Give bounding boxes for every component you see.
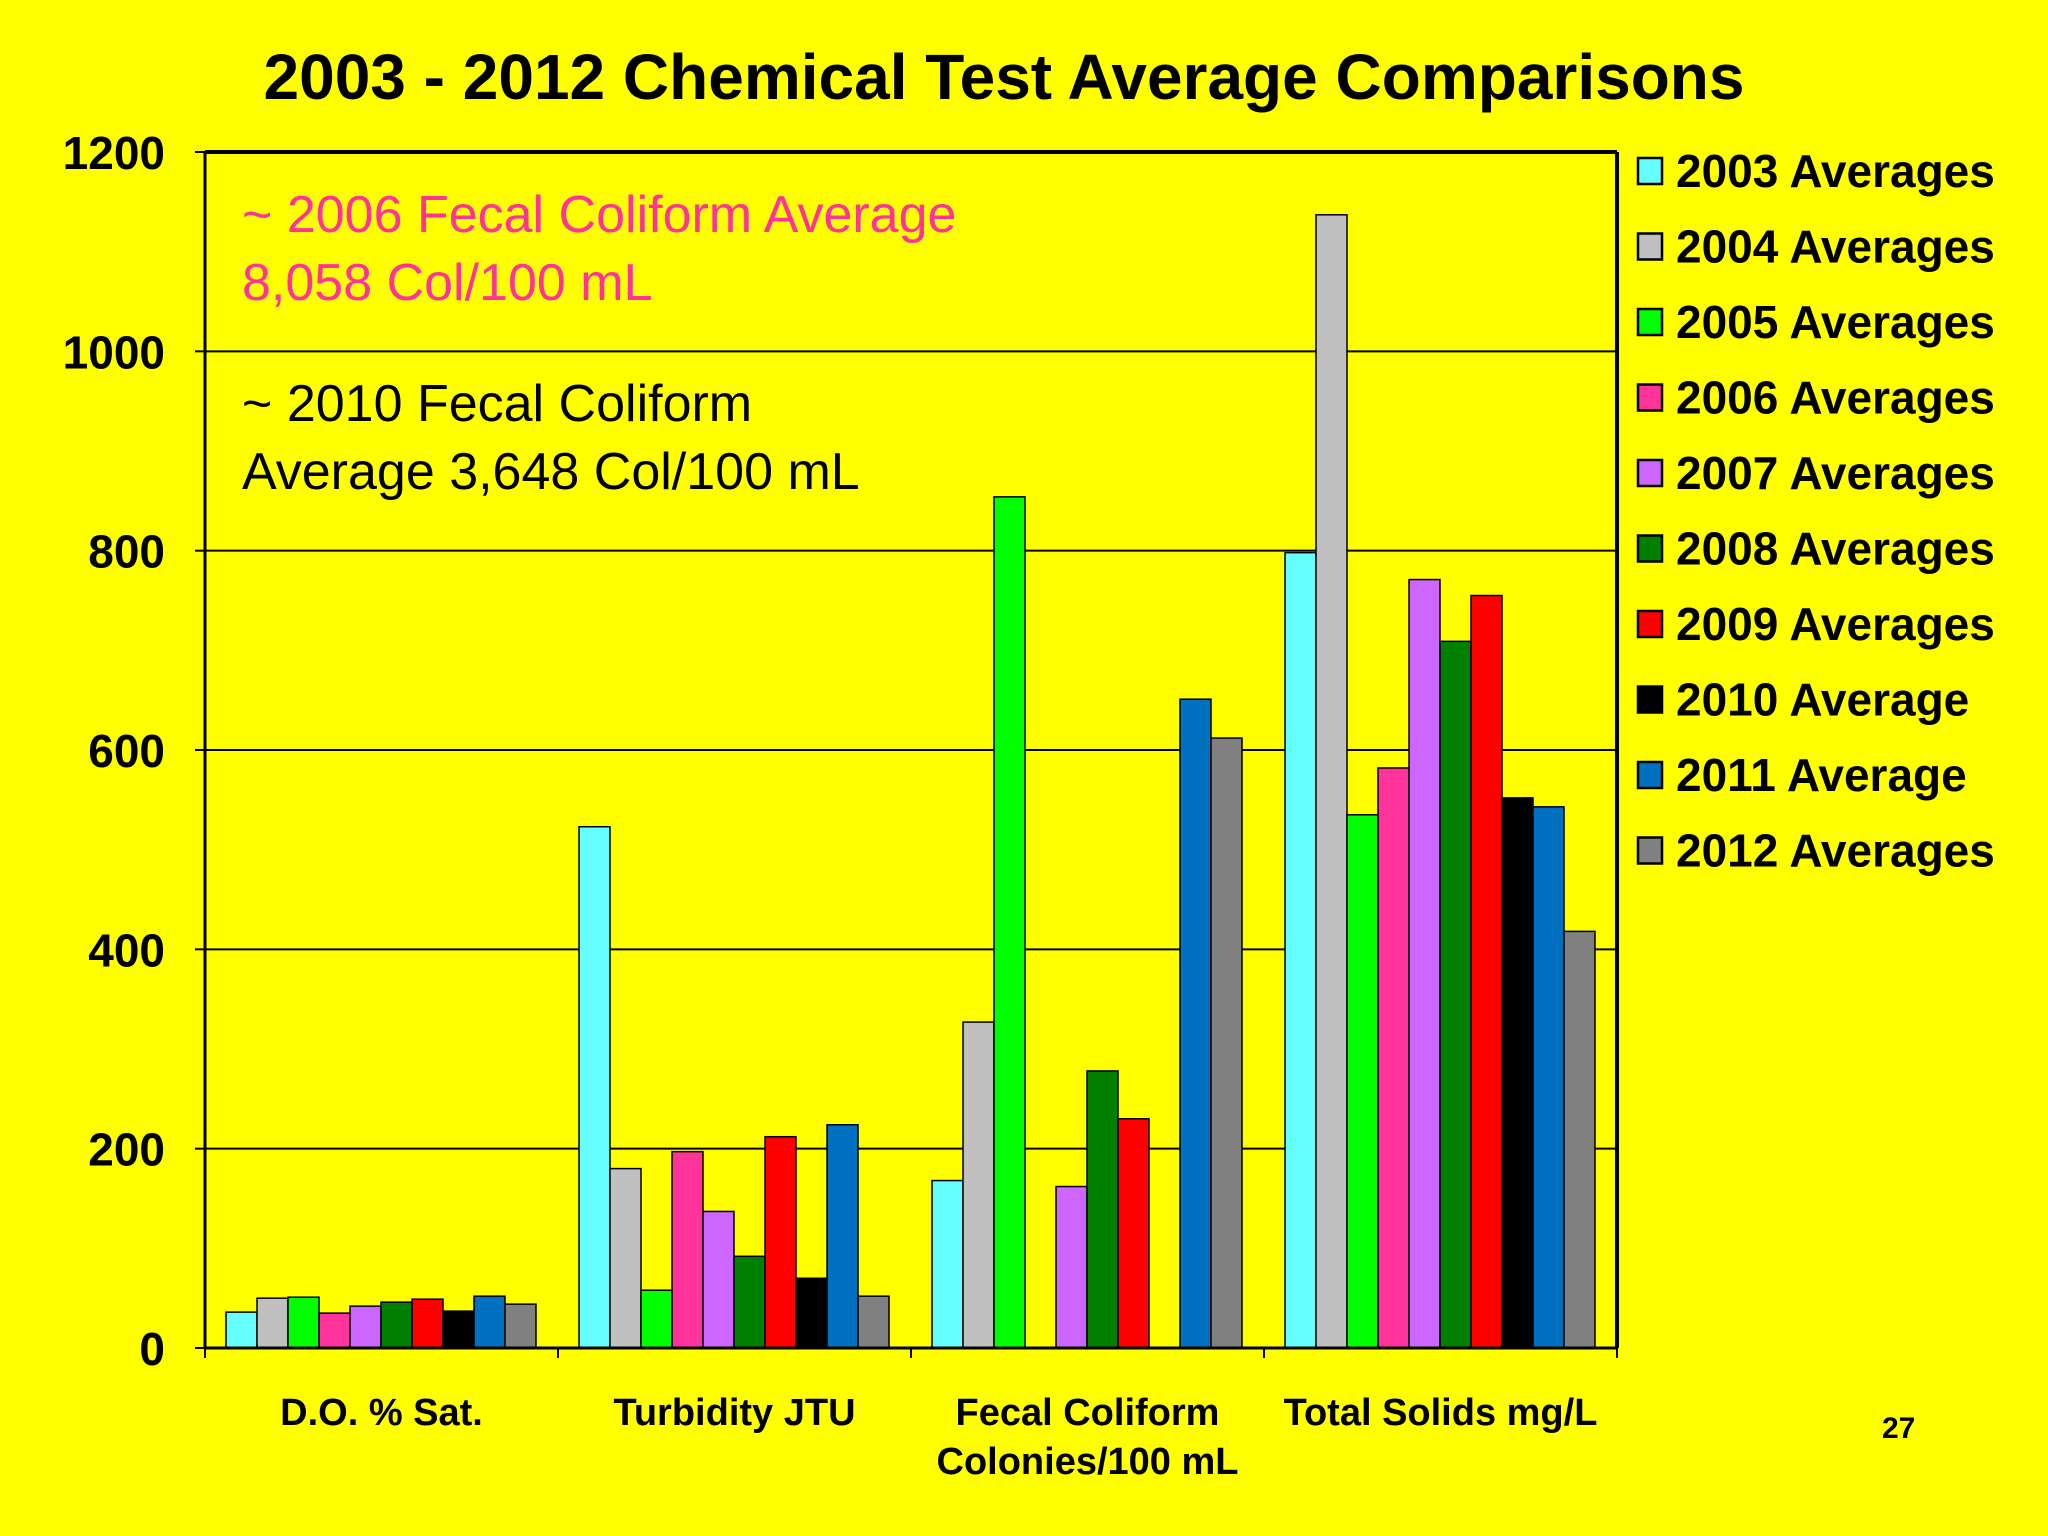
bar <box>1055 1185 1088 1349</box>
bar <box>795 1277 828 1349</box>
bar <box>287 1296 320 1349</box>
bar <box>1086 1070 1119 1349</box>
x-tick-label: D.O. % Sat. <box>280 1392 483 1434</box>
annotation-text: ~ 2006 Fecal Coliform Average 8,058 Col/1… <box>242 186 956 312</box>
legend-swatch <box>1636 836 1664 865</box>
legend-swatch <box>1636 307 1664 337</box>
legend-label: 2009 Averages <box>1676 598 1995 650</box>
legend-swatch <box>1636 156 1664 186</box>
bar <box>702 1210 735 1349</box>
bar <box>380 1301 413 1349</box>
bar <box>473 1295 506 1349</box>
legend-label: 2012 Averages <box>1676 825 1995 877</box>
chart-title-text: 2003 - 2012 Chemical Test Average Compar… <box>263 41 1745 113</box>
y-tick-label: 1200 <box>63 127 165 179</box>
bar <box>1284 551 1317 1349</box>
bar <box>1210 737 1243 1349</box>
bar <box>504 1303 537 1349</box>
legend-swatch <box>1636 458 1664 488</box>
annotation-text: ~ 2010 Fecal Coliform Average 3,648 Col/1… <box>242 375 860 501</box>
bar <box>857 1295 890 1349</box>
y-tick-label: 400 <box>88 924 165 976</box>
legend-label: 2007 Averages <box>1676 447 1995 499</box>
legend-label: 2010 Average <box>1676 674 1969 726</box>
bar <box>1377 767 1410 1349</box>
bar <box>1315 214 1348 1349</box>
y-tick-label: 1000 <box>63 326 165 378</box>
bar <box>1346 814 1379 1349</box>
legend-label: 2003 Averages <box>1676 145 1995 197</box>
bar <box>931 1179 964 1349</box>
bar <box>1470 594 1503 1349</box>
legend-label: 2004 Averages <box>1676 221 1995 273</box>
x-tick-label: Fecal Coliform Colonies/100 mL <box>937 1392 1239 1483</box>
bar <box>256 1297 289 1349</box>
bar <box>578 825 611 1349</box>
y-tick-label: 600 <box>88 725 165 777</box>
legend-swatch <box>1636 609 1664 639</box>
legend-label: 2011 Average <box>1676 749 1967 801</box>
y-tick-label: 800 <box>88 526 165 578</box>
page-number: 27 <box>1882 1412 1916 1445</box>
bar <box>411 1298 444 1349</box>
bar <box>1563 930 1596 1349</box>
bar <box>1439 640 1472 1349</box>
legend-swatch <box>1636 760 1664 790</box>
bar <box>1179 698 1212 1349</box>
legend-swatch <box>1636 534 1664 563</box>
bar <box>764 1135 797 1349</box>
bar <box>1408 578 1441 1349</box>
legend-swatch <box>1636 232 1664 261</box>
legend-label: 2006 Averages <box>1676 372 1995 424</box>
bar <box>640 1289 673 1349</box>
bar <box>1532 806 1565 1349</box>
y-tick-label: 200 <box>88 1124 165 1176</box>
bar <box>225 1311 258 1349</box>
legend-label: 2008 Averages <box>1676 523 1995 575</box>
bar <box>442 1310 475 1349</box>
legend-swatch <box>1636 685 1664 714</box>
legend-label: 2005 Averages <box>1676 296 1995 348</box>
bar <box>826 1123 859 1349</box>
x-tick-label: Total Solids mg/L <box>1284 1392 1598 1434</box>
bar <box>1501 797 1534 1349</box>
legend-swatch <box>1636 383 1664 412</box>
x-tick-label: Turbidity JTU <box>613 1392 855 1434</box>
bar <box>993 496 1026 1349</box>
chart-title: 2003 - 2012 Chemical Test Average Compar… <box>0 40 2048 114</box>
bar <box>609 1167 642 1349</box>
bar <box>1117 1118 1150 1349</box>
bar <box>733 1255 766 1349</box>
y-tick-label: 0 <box>139 1323 165 1375</box>
bar <box>962 1021 995 1349</box>
bar <box>349 1305 382 1349</box>
bar <box>671 1150 704 1349</box>
bar <box>318 1312 351 1349</box>
